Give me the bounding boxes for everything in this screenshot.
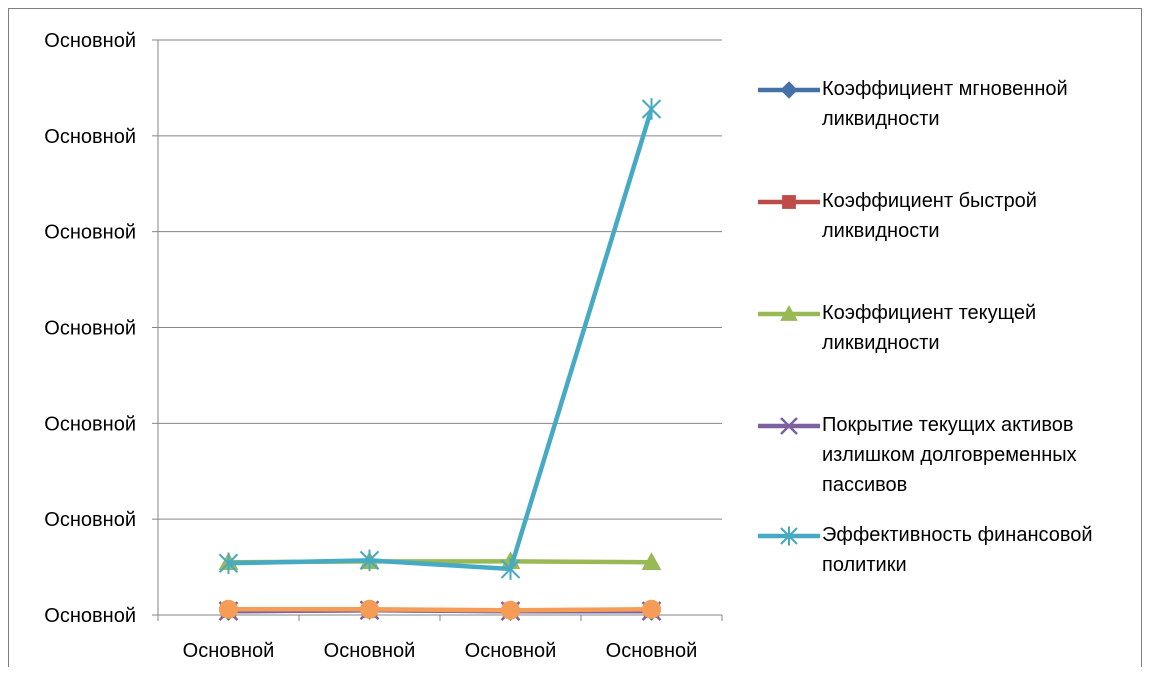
- legend-item-4: Покрытие текущих активов излишком долгов…: [758, 410, 1138, 520]
- y-tick-label: Основной: [44, 126, 136, 148]
- series-layer: [218, 98, 662, 622]
- legend-item-3: Коэффициент текущей ликвидности: [758, 298, 1138, 410]
- x-tick-label: Основной: [183, 640, 275, 662]
- data-point-circle: [360, 599, 379, 619]
- legend-marker: [780, 81, 798, 99]
- chart-frame: [8, 8, 1142, 667]
- legend-swatch-x-icon: [758, 417, 820, 435]
- legend-marker: [780, 526, 798, 546]
- legend-label-1: Коэффициент мгновенной ликвидности: [822, 78, 1068, 130]
- legend-swatch-star-icon: [758, 526, 820, 546]
- legend: Коэффициент мгновенной ликвидности Коэфф…: [758, 74, 1138, 632]
- x-tick-label: Основной: [465, 640, 557, 662]
- legend-item-2: Коэффициент быстрой ликвидности: [758, 186, 1138, 298]
- legend-swatch-square-icon: [758, 195, 820, 209]
- data-point-star: [218, 552, 239, 575]
- legend-swatch-triangle-icon: [758, 304, 820, 321]
- series-line: [228, 607, 652, 613]
- data-point-star: [500, 558, 521, 580]
- y-tick-label: Основной: [44, 509, 136, 531]
- series-6: [219, 599, 661, 620]
- y-tick-label: Основной: [44, 318, 136, 340]
- series-line: [228, 108, 654, 572]
- legend-marker: [780, 417, 798, 435]
- legend-label-2: Коэффициент быстрой ликвидности: [822, 190, 1037, 242]
- y-axis-tick-labels: Основной Основной Основной Основной Основной…: [44, 30, 136, 627]
- x-tick-label: Основной: [324, 640, 416, 662]
- data-point-star: [641, 98, 662, 120]
- y-tick-label: Основной: [44, 413, 136, 435]
- data-point-circle: [501, 600, 520, 620]
- y-tick-label: Основной: [44, 605, 136, 627]
- data-point-star: [359, 549, 380, 572]
- legend-swatch-diamond-icon: [758, 81, 820, 99]
- data-point-triangle: [641, 552, 662, 570]
- series-5: [218, 98, 662, 580]
- data-point-circle: [642, 599, 661, 619]
- legend-marker: [782, 195, 796, 209]
- legend-item-5: Эффективность финансовой политики: [758, 520, 1138, 632]
- x-axis-tick-labels: Основной Основной Основной Основной: [183, 640, 698, 662]
- legend-label-4: Покрытие текущих активов излишком долгов…: [822, 414, 1077, 496]
- legend-label-3: Коэффициент текущей ликвидности: [822, 302, 1037, 354]
- gridlines: [152, 39, 722, 616]
- legend-item-1: Коэффициент мгновенной ликвидности: [758, 74, 1138, 186]
- x-tick-label: Основной: [606, 640, 698, 662]
- y-tick-label: Основной: [44, 222, 136, 244]
- axes: [157, 40, 723, 621]
- data-point-circle: [219, 599, 238, 619]
- legend-label-5: Эффективность финансовой политики: [822, 524, 1093, 576]
- legend-marker: [780, 304, 798, 321]
- y-tick-label: Основной: [44, 30, 136, 52]
